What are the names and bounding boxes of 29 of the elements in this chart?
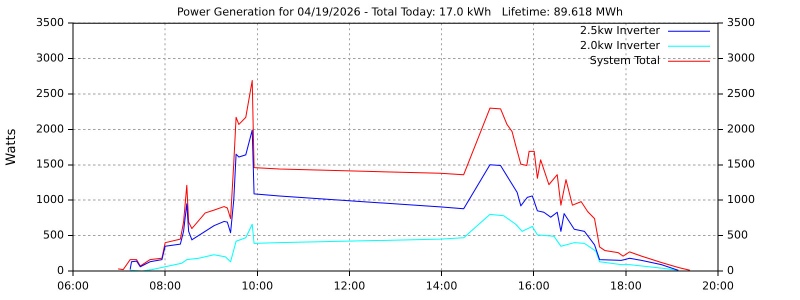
x-tick-label: 12:00 [334,279,366,292]
y-tick-label: 1500 [36,158,64,171]
x-tick-label: 06:00 [57,279,89,292]
x-tick-label: 14:00 [426,279,458,292]
y-tick-label: 2000 [36,122,64,136]
x-tick-label: 20:00 [702,279,734,292]
x-tick-label: 08:00 [149,279,181,292]
legend-label: 2.0kw Inverter [580,39,660,52]
legend-label: 2.5kw Inverter [580,24,660,38]
y-tick-label: 500 [43,228,64,242]
y2-tick-label: 2500 [727,86,755,100]
y-axis-title: Watts [4,128,20,166]
y2-tick-label: 3500 [727,16,755,30]
y-tick-label: 2500 [36,86,64,100]
y-tick-label: 0 [57,264,64,277]
y-tick-label: 3000 [36,51,64,64]
y2-tick-label: 2000 [727,122,755,136]
y2-tick-label: 3000 [727,51,755,64]
y-tick-label: 1000 [36,193,64,206]
legend-label: System Total [590,54,660,68]
x-tick-label: 10:00 [241,279,274,292]
x-tick-label: 18:00 [610,279,642,292]
y2-tick-label: 1000 [727,193,755,206]
y2-tick-label: 0 [727,264,734,277]
chart-title: Power Generation for 04/19/2026 - Total Today: 17.0 kWh Lifetime: 89.618 MWh [177,5,623,18]
y2-tick-label: 1500 [727,158,755,171]
y2-tick-label: 500 [727,228,748,242]
x-tick-label: 16:00 [518,279,550,292]
y-tick-label: 3500 [36,16,64,30]
